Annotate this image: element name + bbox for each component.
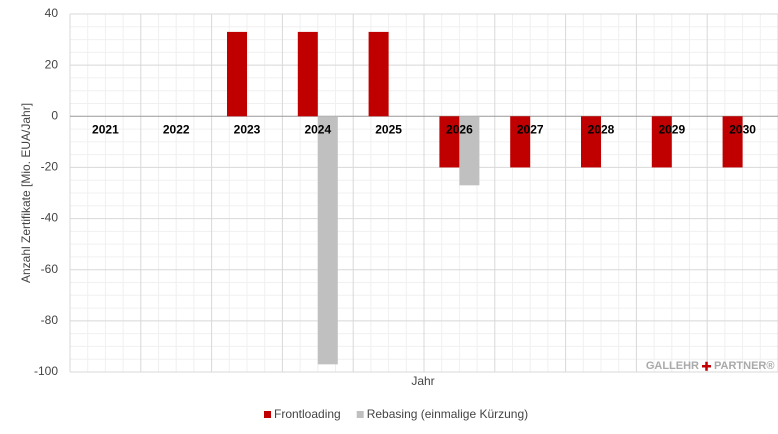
bar	[510, 116, 531, 168]
x-tick-label: 2023	[234, 122, 261, 136]
legend-item: Rebasing (einmalige Kürzung)	[356, 407, 528, 421]
x-tick-label: 2025	[375, 122, 402, 136]
legend-label: Rebasing (einmalige Kürzung)	[367, 407, 528, 421]
y-tick-label: -60	[41, 262, 59, 276]
bar	[651, 116, 672, 168]
y-tick-label: -80	[41, 313, 59, 327]
bar	[227, 31, 247, 117]
x-tick-label: 2027	[517, 122, 544, 136]
bar	[459, 116, 480, 186]
legend-swatch	[264, 411, 271, 418]
bar	[297, 31, 318, 117]
y-tick-label: -40	[41, 211, 59, 225]
bar	[368, 31, 389, 117]
x-tick-label: 2024	[304, 122, 331, 136]
x-tick-label: 2021	[92, 122, 119, 136]
legend-item: Frontloading	[264, 407, 341, 421]
bar	[722, 116, 743, 168]
watermark-left: GALLEHR	[646, 360, 699, 372]
watermark-right: PARTNER®	[714, 360, 774, 372]
bar	[439, 116, 460, 168]
plot: -100 -80 -60 -40 -20 0 20 40 2021 2022 2023 2024 202…	[34, 6, 778, 421]
x-tick-label: 2026	[446, 122, 473, 136]
watermark: GALLEHR PARTNER®	[646, 360, 775, 372]
legend-swatch	[356, 411, 364, 418]
bar	[581, 116, 601, 168]
y-axis-label: Anzahl Zertifikate [Mio. EUA/Jahr]	[19, 103, 33, 283]
x-tick-label: 2029	[658, 122, 685, 136]
legend-label: Frontloading	[274, 407, 341, 421]
y-tick-label: 0	[51, 108, 58, 122]
x-tick-label: 2030	[729, 122, 756, 136]
y-tick-label: 40	[45, 6, 59, 20]
x-axis-label: Jahr	[411, 374, 434, 388]
bar	[317, 116, 338, 365]
x-tick-label: 2022	[163, 122, 190, 136]
x-tick-label: 2028	[588, 122, 615, 136]
y-tick-label: -100	[34, 364, 58, 378]
y-tick-label: 20	[45, 57, 59, 71]
y-tick-label: -20	[41, 160, 59, 174]
